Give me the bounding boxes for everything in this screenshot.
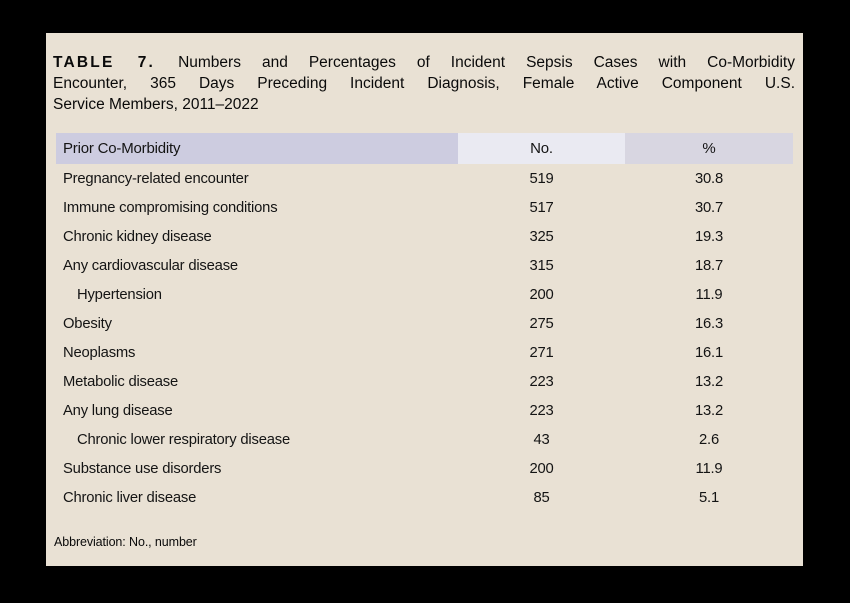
abbreviation-footnote: Abbreviation: No., number — [54, 535, 197, 549]
row-percent: 30.7 — [695, 199, 723, 216]
table-row: Pregnancy-related encounter 519 30.8 — [56, 164, 793, 193]
table-title: TABLE 7. Numbers and Percentages of Inci… — [53, 52, 795, 115]
header-row: Prior Co-Morbidity No. % — [56, 133, 793, 164]
table-row: Immune compromising conditions 517 30.7 — [56, 193, 793, 222]
title-line-1-text: Numbers and Percentages of Incident Seps… — [178, 54, 795, 71]
row-label: Obesity — [63, 315, 112, 332]
row-label: Any lung disease — [63, 402, 173, 419]
row-number: 275 — [529, 315, 554, 332]
row-percent: 16.3 — [695, 315, 723, 332]
table-row: Any lung disease 223 13.2 — [56, 396, 793, 425]
row-percent: 30.8 — [695, 170, 723, 187]
row-label: Chronic kidney disease — [63, 228, 212, 245]
table-row: Chronic liver disease 85 5.1 — [56, 483, 793, 512]
row-number: 43 — [533, 431, 550, 448]
row-label: Immune compromising conditions — [63, 199, 278, 216]
header-cell-comorbidity: Prior Co-Morbidity — [56, 133, 458, 164]
row-percent: 5.1 — [699, 489, 719, 506]
table-row-sub: Chronic lower respiratory disease 43 2.6 — [56, 425, 793, 454]
row-number: 200 — [529, 460, 554, 477]
row-percent: 11.9 — [695, 460, 723, 477]
table-row: Neoplasms 271 16.1 — [56, 338, 793, 367]
row-number: 271 — [529, 344, 554, 361]
header-cell-percent: % — [625, 133, 793, 164]
table-row: Metabolic disease 223 13.2 — [56, 367, 793, 396]
row-label: Chronic liver disease — [63, 489, 197, 506]
table-row: Substance use disorders 200 11.9 — [56, 454, 793, 483]
title-line-2: Encounter, 365 Days Preceding Incident D… — [53, 75, 795, 92]
row-label: Metabolic disease — [63, 373, 179, 390]
row-percent: 13.2 — [695, 402, 723, 419]
row-number: 223 — [529, 373, 554, 390]
row-label: Hypertension — [77, 286, 162, 303]
row-number: 519 — [529, 170, 554, 187]
row-number: 85 — [533, 489, 550, 506]
row-percent: 18.7 — [695, 257, 723, 274]
table-row-sub: Hypertension 200 11.9 — [56, 280, 793, 309]
header-cell-number: No. — [458, 133, 625, 164]
row-label: Any cardiovascular disease — [63, 257, 238, 274]
row-number: 315 — [529, 257, 554, 274]
row-label: Chronic lower respiratory disease — [77, 431, 290, 448]
table-row: Chronic kidney disease 325 19.3 — [56, 222, 793, 251]
table-row: Any cardiovascular disease 315 18.7 — [56, 251, 793, 280]
row-number: 200 — [529, 286, 554, 303]
row-percent: 2.6 — [699, 431, 719, 448]
title-line-1: TABLE 7. Numbers and Percentages of Inci… — [53, 52, 795, 73]
table-card: TABLE 7. Numbers and Percentages of Inci… — [46, 33, 803, 566]
row-percent: 16.1 — [695, 344, 723, 361]
title-line-3: Service Members, 2011–2022 — [53, 96, 259, 113]
row-percent: 11.9 — [695, 286, 723, 303]
row-label: Pregnancy-related encounter — [63, 170, 249, 187]
row-number: 517 — [529, 199, 554, 216]
table-row: Obesity 275 16.3 — [56, 309, 793, 338]
table-number-label: TABLE 7. — [53, 54, 156, 71]
row-number: 223 — [529, 402, 554, 419]
row-number: 325 — [529, 228, 554, 245]
row-percent: 19.3 — [695, 228, 723, 245]
row-percent: 13.2 — [695, 373, 723, 390]
row-label: Substance use disorders — [63, 460, 222, 477]
row-label: Neoplasms — [63, 344, 136, 361]
comorbidity-table: Prior Co-Morbidity No. % Pregnancy-relat… — [56, 133, 793, 512]
